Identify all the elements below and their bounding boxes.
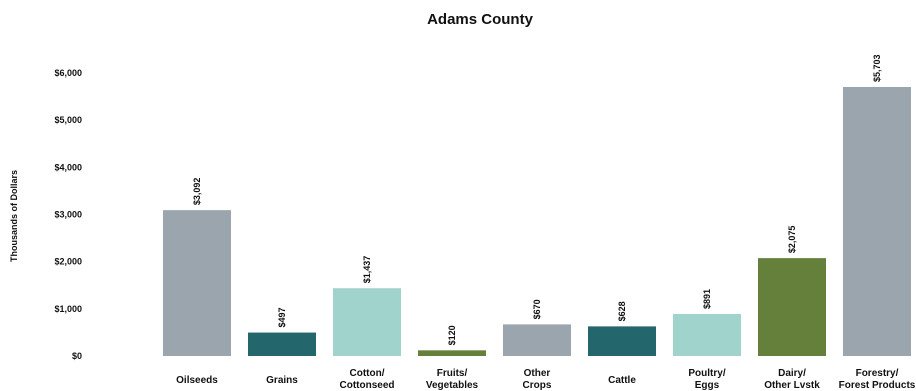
bar xyxy=(588,326,656,356)
x-tick-label: Fruits/Vegetables xyxy=(426,368,479,391)
x-tick-label-line: Cotton/ xyxy=(350,368,385,379)
y-tick-label: $4,000 xyxy=(54,162,82,172)
x-tick-label-line: Crops xyxy=(523,380,552,391)
chart-title: Adams County xyxy=(427,11,534,28)
y-tick-label: $2,000 xyxy=(54,257,82,267)
x-tick-label-line: Oilseeds xyxy=(176,375,218,386)
bar xyxy=(758,258,826,356)
bars xyxy=(163,87,911,357)
x-tick-label: Poultry/Eggs xyxy=(688,368,725,391)
data-labels: $3,092 $497 $1,437 $120 $670 $628 $891 $2,075 $5… xyxy=(192,54,882,345)
y-tick-label: $1,000 xyxy=(54,304,82,314)
x-tick-label-line: Other Lvstk xyxy=(764,380,820,391)
bar xyxy=(673,313,741,356)
x-tick-label-line: Grains xyxy=(266,375,298,386)
x-tick-label: Forestry/Forest Products xyxy=(839,368,916,391)
x-tick-label-line: Dairy/ xyxy=(778,368,806,379)
bar xyxy=(333,288,401,356)
data-label: $497 xyxy=(277,308,287,328)
y-tick-label: $5,000 xyxy=(54,115,82,125)
x-tick-label: Dairy/Other Lvstk xyxy=(764,368,820,391)
bar xyxy=(418,350,486,356)
data-label: $670 xyxy=(532,299,542,319)
data-label: $891 xyxy=(702,289,712,309)
data-label: $120 xyxy=(447,325,457,345)
data-label: $3,092 xyxy=(192,178,202,206)
x-tick-label-line: Cottonseed xyxy=(340,380,395,391)
x-tick-label-line: Eggs xyxy=(695,380,720,391)
x-tick-label-line: Forestry/ xyxy=(856,368,899,379)
x-tick-label: Other Crops xyxy=(523,368,552,391)
x-tick-label-line: Poultry/ xyxy=(688,368,725,379)
x-tick-label-line: Fruits/ xyxy=(437,368,468,379)
data-label: $1,437 xyxy=(362,256,372,284)
y-axis-label: Thousands of Dollars xyxy=(9,170,19,262)
x-tick-label-line: Cattle xyxy=(608,375,636,386)
x-tick-label: Oilseeds xyxy=(176,375,218,386)
bar xyxy=(503,324,571,356)
bar xyxy=(843,87,911,357)
x-axis-ticks: Oilseeds Grains Cotton/Cottonseed Fruits/Ve… xyxy=(176,368,916,391)
x-tick-label-line: Other xyxy=(524,368,551,379)
bar xyxy=(163,210,231,356)
y-tick-label: $0 xyxy=(72,351,82,361)
bar xyxy=(248,332,316,356)
y-tick-label: $6,000 xyxy=(54,68,82,78)
x-tick-label: Cotton/Cottonseed xyxy=(340,368,395,391)
data-label: $628 xyxy=(617,301,627,321)
data-label: $2,075 xyxy=(787,226,797,254)
y-tick-label: $3,000 xyxy=(54,210,82,220)
x-tick-label: Cattle xyxy=(608,375,636,386)
y-axis-ticks: $0 $1,000 $2,000 $3,000 $4,000 $5,000 $6,000 xyxy=(54,68,82,361)
data-label: $5,703 xyxy=(872,54,882,82)
x-tick-label: Grains xyxy=(266,375,298,386)
x-tick-label-line: Forest Products xyxy=(839,380,916,391)
x-tick-label-line: Vegetables xyxy=(426,380,479,391)
